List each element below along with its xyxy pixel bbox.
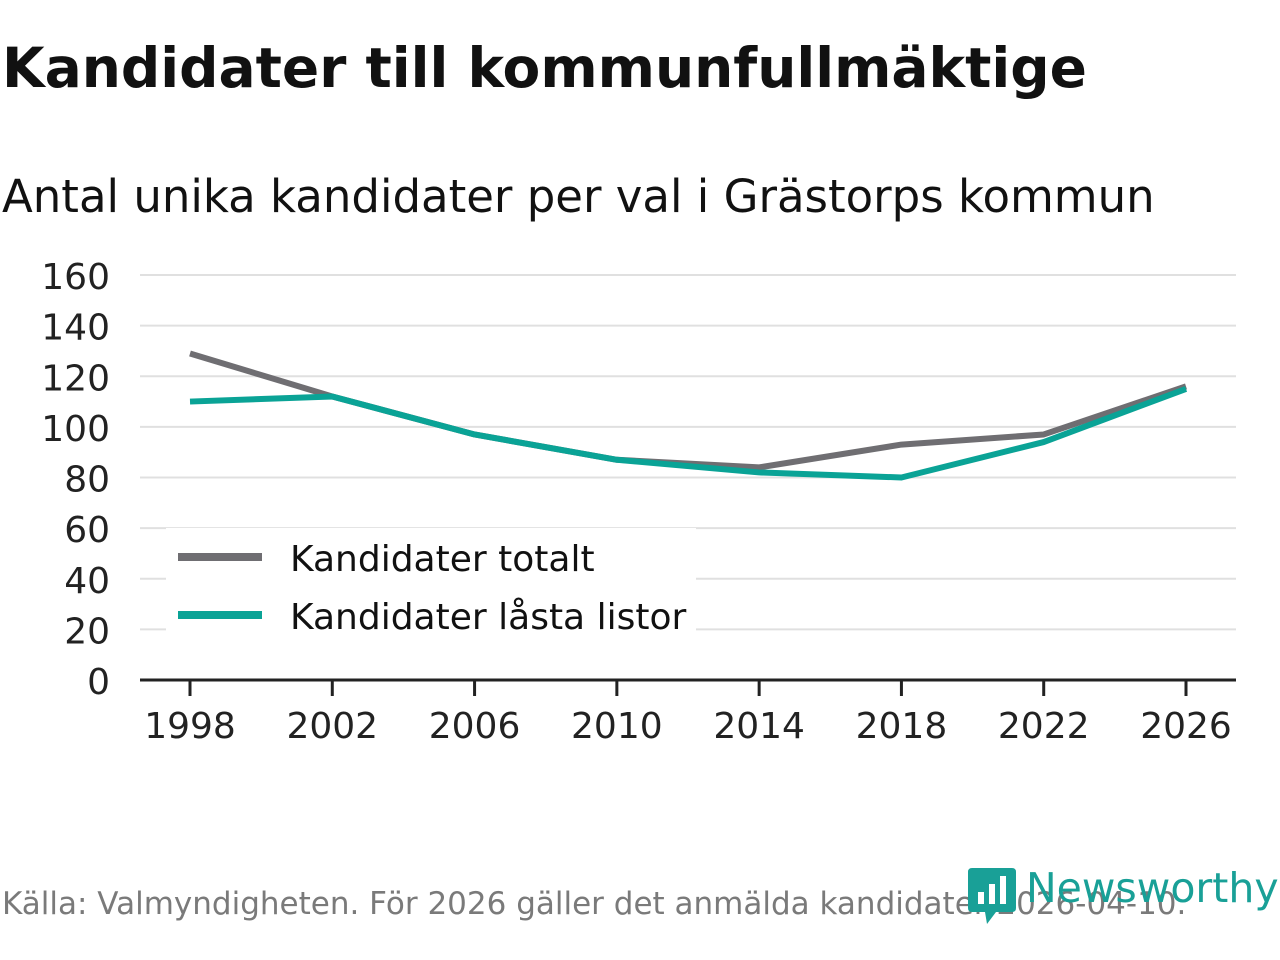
series-lines [189,350,1188,481]
y-tick-label: 80 [64,460,110,501]
y-tick-label: 140 [41,308,110,349]
series-line [189,386,1188,481]
y-tick-label: 40 [64,561,110,602]
x-tick-label: 2006 [429,706,521,747]
newsworthy-logo-icon [968,868,1016,924]
legend: Kandidater totalt Kandidater låsta listor [166,528,696,638]
x-tick-label: 2002 [286,706,378,747]
x-tick-label: 2022 [998,706,1090,747]
series-line [189,350,1187,471]
x-tick-label: 2018 [856,706,948,747]
legend-label: Kandidater låsta listor [290,597,686,638]
y-tick-label: 100 [41,409,110,450]
y-tick-label: 20 [64,611,110,652]
chart-title: Kandidater till kommunfullmäktige [2,36,1087,100]
line-chart: 0 20 40 60 80 100 120 140 160 1998 2002 2006 2010 201… [41,257,1236,747]
brand-logo: Newsworthy [966,866,1279,926]
chart-subtitle: Antal unika kandidater per val i Grästor… [2,170,1155,223]
legend-label: Kandidater totalt [290,539,595,580]
x-tick-label: 2014 [713,706,805,747]
x-tick-label: 2010 [571,706,663,747]
axes: 0 20 40 60 80 100 120 140 160 1998 2002 2006 2010 201… [41,257,1236,747]
x-tick-label: 1998 [144,706,236,747]
y-tick-label: 160 [41,257,110,298]
y-tick-label: 120 [41,358,110,399]
y-tick-label: 60 [64,510,110,551]
x-tick-label: 2026 [1140,706,1232,747]
brand-name: Newsworthy [1026,864,1279,912]
y-tick-label: 0 [87,662,110,703]
